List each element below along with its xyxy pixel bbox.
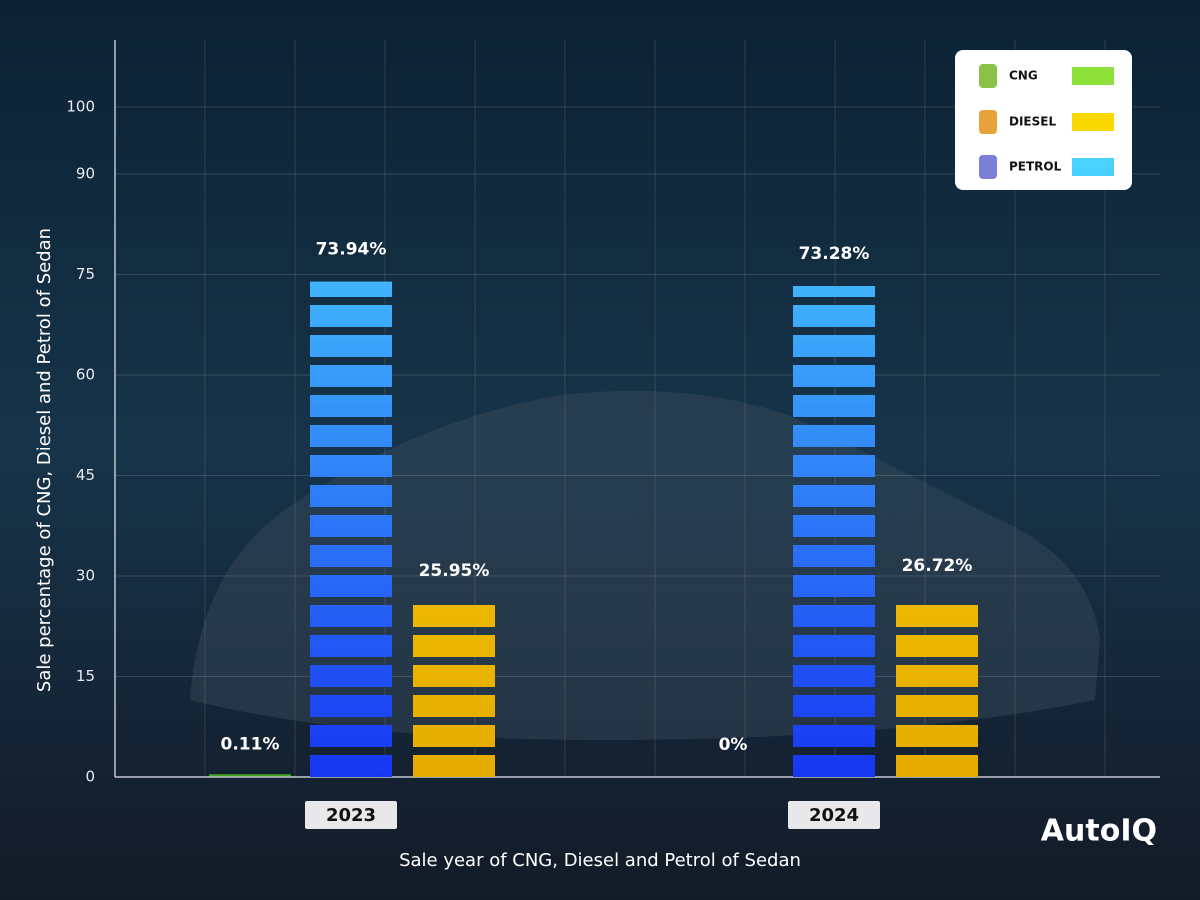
legend-swatch	[1072, 158, 1114, 176]
y-tick-label: 90	[76, 165, 95, 183]
data-label: 0.11%	[221, 734, 280, 754]
bar	[896, 597, 978, 777]
y-tick-label: 100	[66, 98, 95, 116]
x-tick-label: 2024	[809, 805, 859, 826]
y-tick-label: 75	[76, 265, 95, 283]
legend-label: DIESEL	[1009, 115, 1056, 129]
bar	[209, 774, 291, 777]
y-tick-label: 0	[85, 768, 95, 786]
bar	[793, 286, 875, 777]
x-tick-label: 2023	[326, 805, 376, 826]
data-label: 73.28%	[799, 244, 870, 264]
bar	[413, 603, 495, 777]
bar	[310, 281, 392, 777]
legend-icon	[979, 155, 997, 179]
x-axis-label: Sale year of CNG, Diesel and Petrol of S…	[399, 850, 801, 871]
data-label: 73.94%	[316, 240, 387, 260]
legend-icon	[979, 110, 997, 134]
data-label: 25.95%	[419, 561, 490, 581]
y-tick-label: 60	[76, 366, 95, 384]
legend-icon	[979, 64, 997, 88]
legend-swatch	[1072, 67, 1114, 85]
data-label: 0%	[719, 735, 748, 755]
y-axis-label: Sale percentage of CNG, Diesel and Petro…	[34, 228, 55, 692]
y-tick-label: 30	[76, 567, 95, 585]
legend-swatch	[1072, 113, 1114, 131]
x-tick-box	[788, 801, 880, 829]
legend-label: CNG	[1009, 69, 1038, 83]
data-label: 26.72%	[902, 556, 973, 576]
y-tick-label: 15	[76, 667, 95, 685]
brand-logo: AutoIQ	[1041, 814, 1157, 849]
legend-label: PETROL	[1009, 160, 1062, 174]
y-tick-label: 45	[76, 466, 95, 484]
x-tick-box	[305, 801, 397, 829]
